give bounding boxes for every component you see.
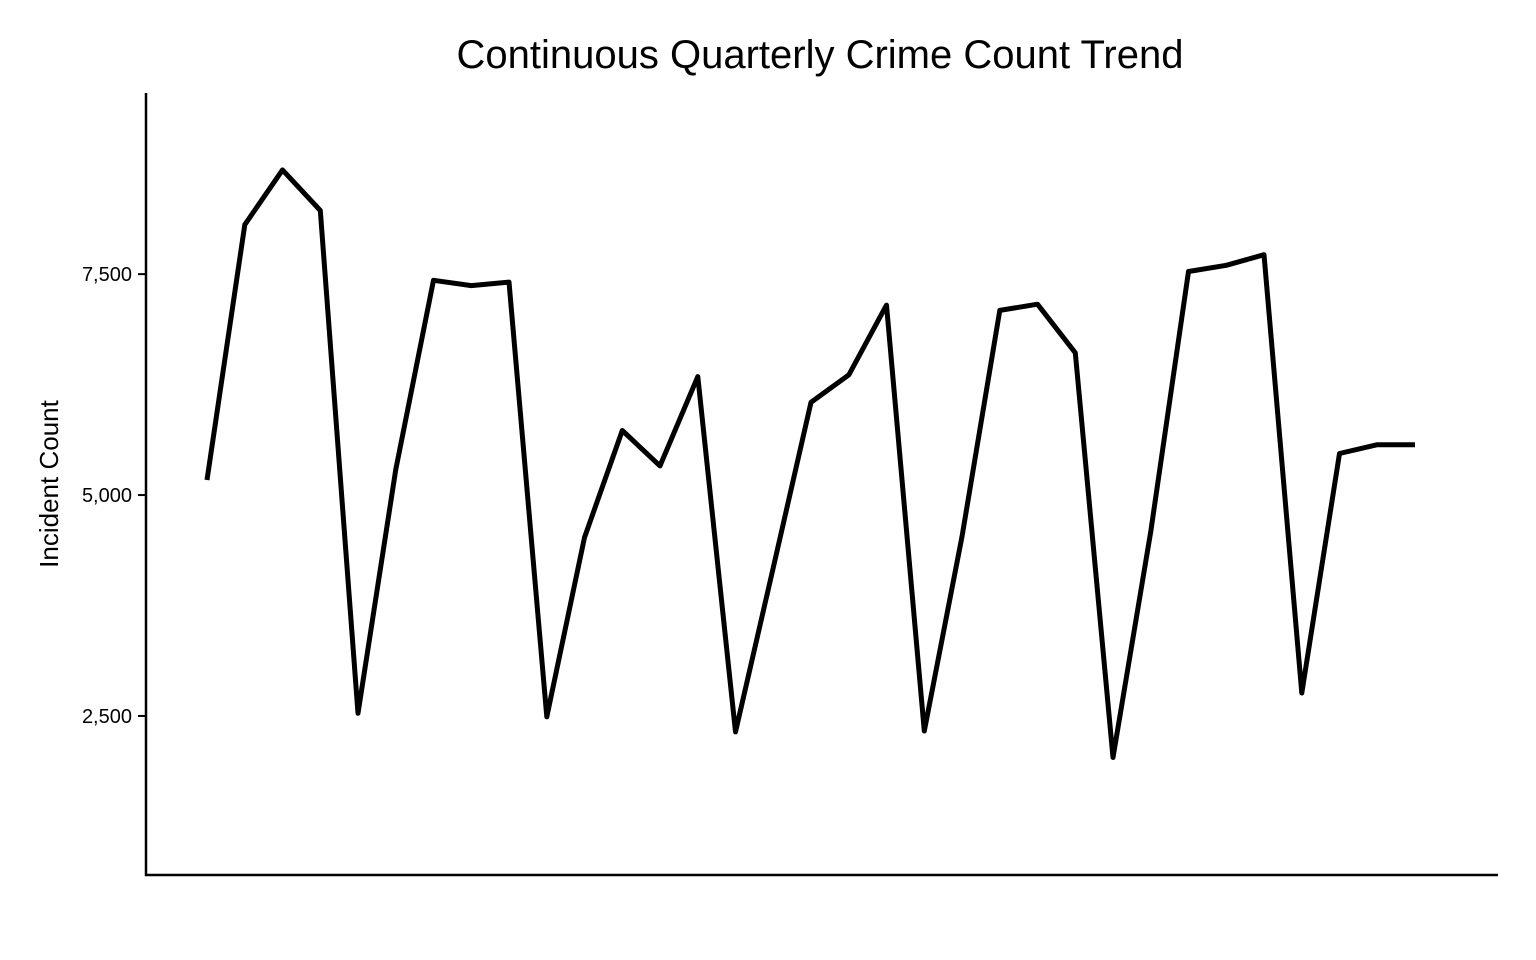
data-point [695,374,700,379]
data-point [1413,442,1418,447]
y-axis-ticks: 2,500 5,000 7,500 [82,264,146,728]
data-point [1111,755,1116,760]
data-point [733,729,738,734]
data-point [1148,529,1153,534]
data-point [318,208,323,213]
y-tick-label: 2,500 [82,706,132,728]
data-point [809,400,814,405]
data-point [1186,269,1191,274]
data-point [469,283,474,288]
data-point [997,308,1002,313]
data-point [582,535,587,540]
y-tick-label: 5,000 [82,485,132,507]
data-point [1337,451,1342,456]
series-line [204,167,1415,760]
data-point [620,428,625,433]
data-point [1299,690,1304,695]
data-point [1073,350,1078,355]
data-point [356,711,361,716]
data-point [544,714,549,719]
data-point [846,372,851,377]
data-point [242,222,247,227]
data-point [884,303,889,308]
data-point [658,463,663,468]
plot-area: 2,500 5,000 7,500 [82,93,1498,877]
data-point [1224,263,1229,268]
y-axis-label: Incident Count [34,399,64,567]
data-point [1375,442,1380,447]
data-point [205,478,210,483]
data-point [1262,252,1267,257]
y-tick-label: 7,500 [82,264,132,286]
chart-title: Continuous Quarterly Crime Count Trend [457,33,1184,77]
data-point [280,167,285,172]
data-points [205,167,1418,760]
data-point [507,280,512,285]
data-point [393,467,398,472]
data-point [1035,302,1040,307]
data-point [922,728,927,733]
data-point [771,565,776,570]
data-point [960,534,965,539]
data-point [431,278,436,283]
